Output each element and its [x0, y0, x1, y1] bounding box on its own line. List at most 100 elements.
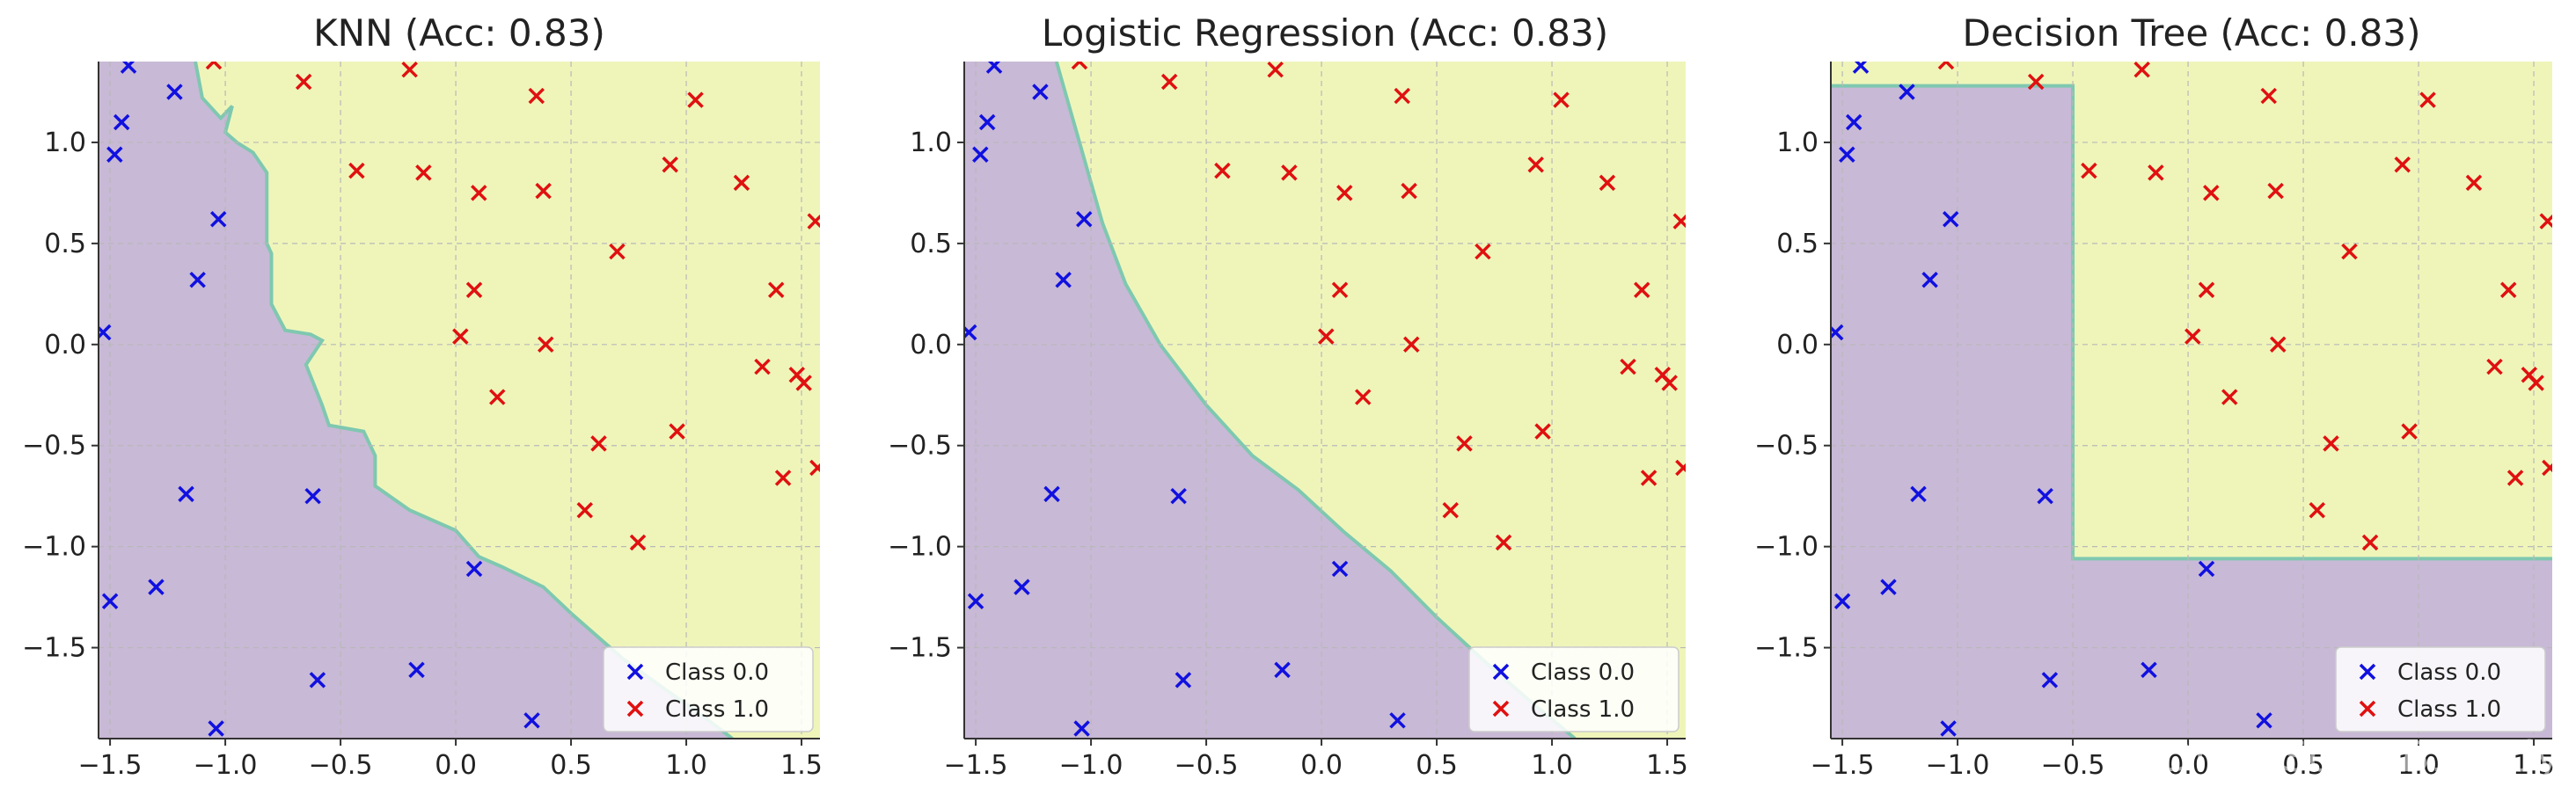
data-point-class-1 — [1599, 174, 1616, 192]
data-point-class-1 — [1336, 185, 1353, 201]
chart-panel-1: −1.5 −1.0 −0.5 0.0 0.5 1.0 1.5 1.0 0.5 0.0 −0.5 −1.… — [22, 11, 823, 781]
data-point-class-0 — [1831, 324, 1844, 341]
data-point-class-1 — [809, 459, 820, 477]
y-tick-label: 0.5 — [1776, 229, 1819, 259]
data-point-class-1 — [1495, 534, 1512, 551]
y-tick-label: −1.0 — [22, 532, 86, 563]
legend-label: Class 0.0 — [2397, 659, 2501, 686]
data-point-class-0 — [408, 661, 425, 679]
y-tick-label: −1.5 — [22, 633, 86, 664]
data-point-class-1 — [1534, 423, 1551, 440]
data-point-class-1 — [1456, 435, 1473, 452]
data-point-class-1 — [1160, 73, 1178, 91]
data-point-class-0 — [1073, 720, 1090, 737]
x-tick-label: 0.0 — [2167, 750, 2209, 781]
data-point-class-0 — [113, 113, 130, 131]
data-point-class-1 — [2465, 174, 2483, 192]
class-0-region — [99, 62, 820, 739]
chart-title: Logistic Regression (Acc: 0.83) — [1042, 11, 1608, 55]
data-point-class-1 — [1394, 87, 1411, 105]
y-tick-label: 0.0 — [1776, 330, 1819, 361]
data-point-class-0 — [1833, 593, 1851, 609]
data-point-class-0 — [523, 712, 540, 729]
data-point-class-1 — [1620, 358, 1636, 375]
data-point-class-0 — [985, 62, 1003, 74]
data-point-class-1 — [2542, 459, 2552, 477]
data-point-class-0 — [1839, 146, 1855, 163]
data-point-class-1 — [2198, 281, 2215, 298]
data-point-class-1 — [1403, 336, 1420, 353]
legend-marker-class-0 — [1492, 663, 1510, 681]
x-tick-label: 0.5 — [2282, 750, 2324, 781]
data-point-class-0 — [304, 487, 321, 505]
data-point-class-1 — [754, 358, 771, 375]
data-point-class-1 — [807, 213, 820, 229]
y-tick-label: −1.5 — [888, 633, 952, 664]
legend: Class 0.0 Class 1.0 — [2335, 646, 2546, 732]
y-tick-label: −0.5 — [888, 431, 952, 462]
y-tick-label: −0.5 — [1754, 431, 1819, 462]
legend-marker-class-0 — [2359, 663, 2376, 681]
data-point-class-1 — [2148, 164, 2164, 181]
chart-title: Decision Tree (Acc: 0.83) — [1963, 11, 2421, 55]
data-point-class-1 — [2260, 87, 2278, 105]
decision-boundary — [194, 62, 734, 739]
x-tick-label: −0.5 — [2041, 750, 2105, 781]
x-tick-label: 0.5 — [1416, 750, 1458, 781]
x-tick-label: −1.5 — [944, 750, 1008, 781]
data-point-class-1 — [471, 185, 487, 201]
x-tick-label: −1.0 — [1926, 750, 1990, 781]
chart-panel-2: −1.5 −1.0 −0.5 0.0 0.5 1.0 1.5 1.0 0.5 0.0 −0.5 −1.… — [888, 11, 1688, 781]
x-tick-label: 1.5 — [2513, 750, 2555, 781]
data-point-class-1 — [295, 73, 312, 91]
data-point-class-1 — [2184, 328, 2201, 345]
data-point-class-0 — [1942, 211, 1959, 228]
data-point-class-1 — [590, 435, 607, 452]
data-point-class-1 — [2539, 213, 2552, 229]
data-point-class-1 — [205, 62, 223, 70]
data-point-class-1 — [2394, 156, 2411, 173]
data-point-class-1 — [2203, 185, 2220, 201]
data-point-class-1 — [795, 375, 812, 391]
data-point-class-1 — [2486, 358, 2503, 375]
data-point-class-0 — [209, 211, 227, 228]
data-point-class-0 — [1274, 661, 1291, 679]
x-tick-label: 1.0 — [1531, 750, 1573, 781]
legend-marker-class-1 — [626, 700, 644, 718]
data-point-class-0 — [1389, 712, 1406, 729]
data-point-class-0 — [1175, 672, 1192, 688]
data-point-class-1 — [401, 62, 418, 78]
data-point-class-1 — [2081, 162, 2097, 179]
data-point-class-1 — [576, 502, 594, 519]
data-point-class-0 — [106, 146, 123, 163]
data-point-class-1 — [415, 164, 432, 181]
y-tick-label: 0.0 — [44, 330, 86, 361]
legend-box — [603, 646, 814, 732]
data-point-class-1 — [2401, 423, 2418, 440]
data-point-class-1 — [609, 243, 626, 260]
data-point-class-0 — [1910, 485, 1927, 503]
data-point-class-1 — [662, 156, 678, 173]
data-point-class-0 — [1014, 579, 1030, 595]
data-point-class-1 — [465, 281, 483, 298]
data-point-class-1 — [733, 174, 750, 192]
y-tick-label: 1.0 — [1776, 127, 1819, 158]
watermark: CSDN @SomeB1oody — [2104, 732, 2560, 782]
data-point-class-1 — [2419, 91, 2436, 108]
data-point-class-1 — [2309, 502, 2326, 519]
data-point-class-1 — [1527, 156, 1544, 173]
class-0-region — [964, 62, 1686, 739]
data-point-class-0 — [465, 560, 483, 578]
data-point-class-0 — [2041, 672, 2059, 688]
data-point-class-1 — [1267, 62, 1284, 78]
data-point-class-1 — [1553, 91, 1570, 108]
x-tick-label: −0.5 — [1175, 750, 1239, 781]
data-point-class-0 — [1845, 113, 1862, 131]
data-point-class-1 — [1331, 281, 1349, 298]
x-tick-label: 1.0 — [665, 750, 707, 781]
legend-label: Class 0.0 — [665, 659, 769, 686]
x-tick-label: −1.5 — [1811, 750, 1875, 781]
legend-label: Class 1.0 — [2397, 696, 2501, 723]
data-point-class-1 — [2221, 389, 2238, 405]
